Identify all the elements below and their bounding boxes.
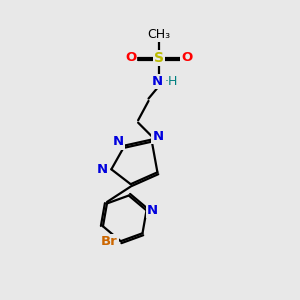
Text: O: O — [125, 51, 136, 64]
Text: N: N — [147, 204, 158, 217]
Text: N: N — [152, 130, 164, 142]
Text: N: N — [112, 136, 124, 148]
Text: O: O — [182, 51, 193, 64]
Text: S: S — [154, 51, 164, 65]
Text: ·H: ·H — [165, 75, 178, 88]
Text: CH₃: CH₃ — [147, 28, 170, 40]
Text: Br: Br — [101, 235, 118, 248]
Text: N: N — [97, 163, 108, 176]
Text: N: N — [152, 75, 163, 88]
